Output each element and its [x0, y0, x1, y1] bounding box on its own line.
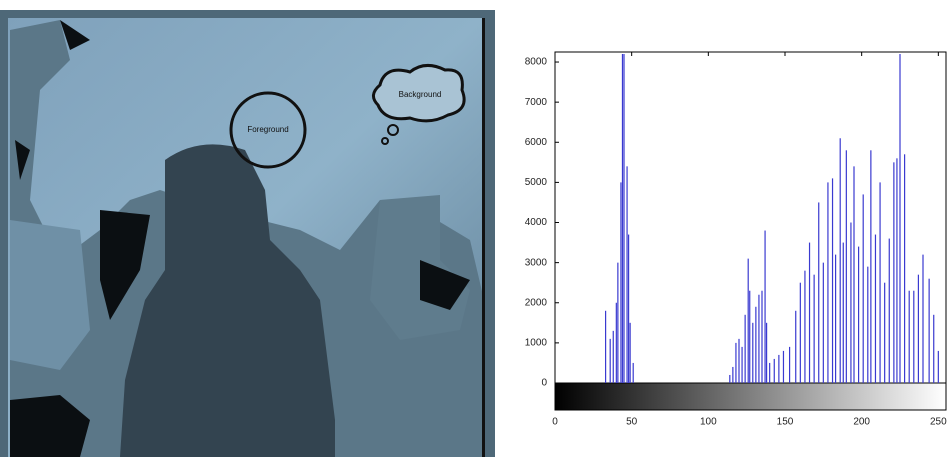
bar: [738, 338, 740, 383]
bar: [804, 270, 806, 383]
y-tick-label: 6000: [525, 137, 548, 148]
bar: [818, 202, 820, 383]
bar: [842, 242, 844, 383]
bar: [735, 342, 737, 383]
bar: [617, 262, 619, 383]
bar: [835, 254, 837, 383]
bar: [822, 262, 824, 383]
cloud-dot: [381, 137, 389, 145]
y-tick-label: 2000: [525, 297, 548, 308]
bar: [917, 274, 919, 383]
bar: [870, 150, 872, 383]
bar: [795, 310, 797, 383]
bar: [620, 182, 622, 383]
bar: [888, 238, 890, 383]
bar: [893, 162, 895, 383]
x-tick-label: 250: [930, 417, 947, 428]
bar: [766, 322, 768, 383]
x-tick-label: 100: [700, 417, 717, 428]
bar: [621, 54, 624, 383]
background-cloud: [372, 64, 466, 123]
bar: [937, 350, 939, 383]
bar: [879, 182, 881, 383]
bar: [773, 358, 775, 383]
cloud-dot: [387, 124, 399, 136]
bar: [827, 182, 829, 383]
bar: [922, 254, 924, 383]
y-tick-label: 7000: [525, 97, 548, 108]
bar: [813, 274, 815, 383]
bar: [612, 330, 614, 383]
bar: [853, 166, 855, 383]
y-tick-label: 3000: [525, 257, 548, 268]
y-tick-label: 0: [541, 378, 547, 389]
x-tick-label: 0: [552, 417, 558, 428]
bar: [884, 282, 886, 383]
bar: [899, 54, 901, 383]
depth-holes: [10, 20, 470, 457]
bar: [867, 266, 869, 383]
bar: [769, 362, 771, 383]
bar: [632, 362, 634, 383]
bar: [628, 234, 630, 383]
bar: [758, 294, 760, 383]
person: [120, 144, 335, 457]
bar: [609, 338, 611, 383]
bar: [778, 354, 780, 383]
bar: [862, 194, 864, 383]
bar: [845, 150, 847, 383]
bar: [732, 366, 734, 383]
bar: [626, 166, 628, 383]
bar: [615, 302, 617, 383]
y-tick-label: 1000: [525, 338, 548, 349]
bar: [755, 306, 757, 383]
gray-scale-bar: [554, 382, 947, 411]
bar: [850, 222, 852, 383]
foreground-circle: [229, 91, 307, 169]
bar: [799, 282, 801, 383]
y-tick-label: 4000: [525, 217, 548, 228]
chair-left: [10, 220, 90, 370]
bar: [933, 314, 935, 383]
bar: [605, 310, 607, 383]
bar: [789, 346, 791, 383]
bar: [629, 322, 631, 383]
bar: [913, 290, 915, 383]
foreground-label: Foreground: [247, 125, 288, 134]
bar: [904, 154, 906, 383]
y-tick-label: 8000: [525, 57, 548, 68]
bar: [874, 234, 877, 383]
bar: [764, 230, 766, 383]
bar: [908, 290, 910, 383]
bar: [831, 178, 834, 383]
bar: [896, 158, 898, 383]
bar: [741, 346, 743, 383]
bar: [752, 322, 754, 383]
bar: [747, 258, 749, 383]
bar: [729, 374, 731, 383]
bar: [808, 242, 811, 383]
bar: [761, 290, 763, 383]
bar: [858, 246, 860, 383]
x-tick-label: 150: [777, 417, 794, 428]
y-tick-label: 5000: [525, 177, 548, 188]
bar: [623, 54, 625, 383]
x-tick-label: 200: [853, 417, 870, 428]
depth-image: Foreground Background: [0, 10, 495, 457]
image-edge: [482, 18, 485, 457]
bar: [839, 138, 841, 383]
x-tick-label: 50: [626, 417, 638, 428]
background-label: Background: [399, 90, 442, 99]
bar: [744, 314, 746, 383]
bar: [928, 278, 930, 383]
bar: [782, 350, 785, 383]
bar: [749, 290, 751, 383]
